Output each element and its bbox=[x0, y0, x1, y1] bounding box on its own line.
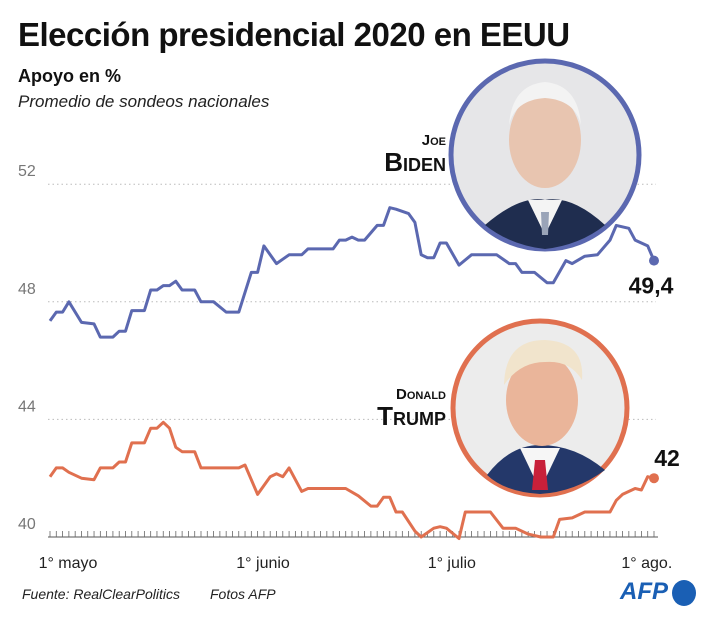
y-tick-label: 52 bbox=[18, 163, 36, 180]
y-tick-label: 44 bbox=[18, 398, 36, 415]
trump-name-label: Donald Trump bbox=[377, 386, 446, 432]
y-tick-label: 48 bbox=[18, 281, 36, 298]
biden-end-value-label: 49,4 bbox=[629, 273, 674, 299]
chart-subtitle: Apoyo en % bbox=[18, 66, 122, 86]
trump-series-line bbox=[48, 420, 655, 540]
chart-description: Promedio de sondeos nacionales bbox=[18, 92, 270, 111]
trump-first-name: Donald bbox=[396, 386, 446, 403]
photo-credit: Fotos AFP bbox=[210, 586, 276, 602]
x-tick-label: 1° ago. bbox=[621, 555, 672, 572]
x-tick-label: 1° julio bbox=[428, 555, 476, 572]
biden-portrait-icon bbox=[448, 58, 642, 252]
source-note: Fuente: RealClearPolitics bbox=[22, 586, 180, 602]
trump-end-value-label: 42 bbox=[654, 445, 680, 471]
trump-portrait-icon bbox=[450, 318, 630, 498]
trump-last-name: Trump bbox=[377, 401, 446, 431]
y-tick-label: 40 bbox=[18, 516, 36, 533]
trump-end-point bbox=[649, 473, 659, 484]
biden-series-line bbox=[48, 206, 656, 339]
biden-end-point bbox=[649, 255, 659, 266]
biden-name-label: Joe Biden bbox=[384, 132, 446, 178]
afp-logo-dot-icon bbox=[672, 580, 696, 606]
biden-last-name: Biden bbox=[384, 147, 446, 177]
biden-first-name: Joe bbox=[421, 132, 446, 149]
chart-title: Elección presidencial 2020 en EEUU bbox=[18, 16, 570, 53]
afp-logo: AFP bbox=[620, 578, 668, 605]
x-tick-label: 1° mayo bbox=[39, 555, 98, 572]
x-tick-label: 1° junio bbox=[236, 555, 290, 572]
